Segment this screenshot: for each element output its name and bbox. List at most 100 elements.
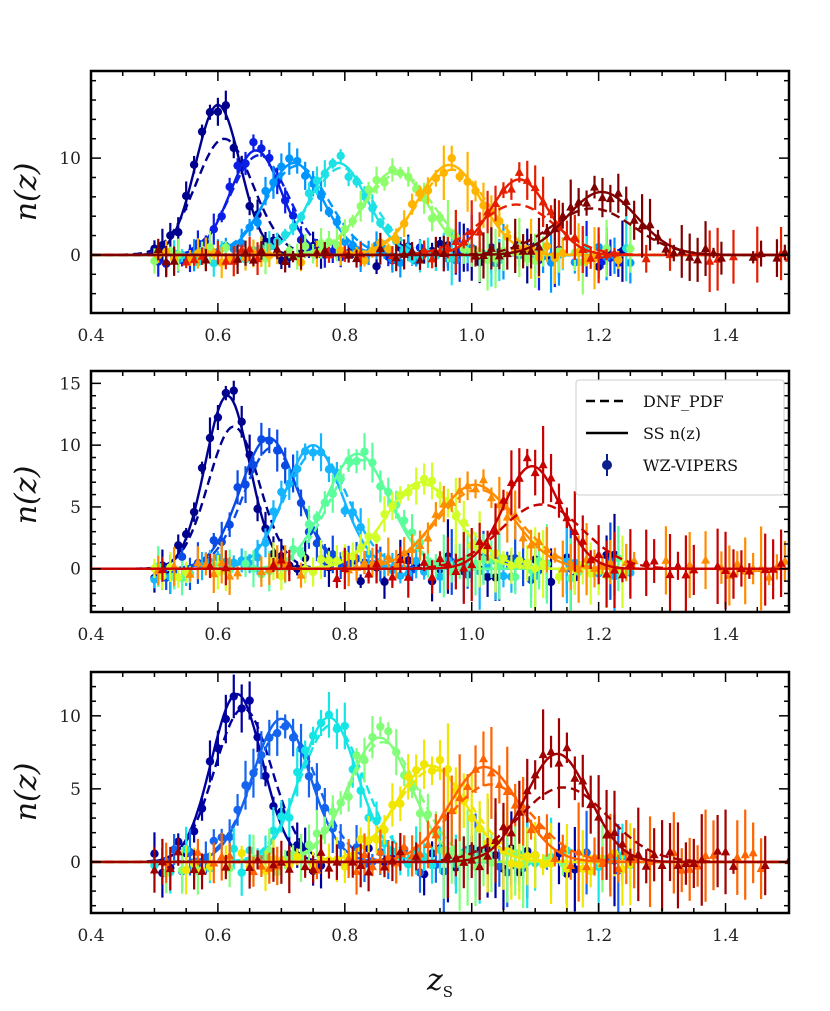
data-point bbox=[352, 751, 361, 760]
data-point bbox=[602, 829, 612, 839]
x-tick-label: 1.0 bbox=[458, 926, 485, 946]
data-point bbox=[149, 864, 159, 874]
data-point bbox=[169, 256, 179, 265]
data-point bbox=[530, 769, 540, 779]
x-tick-label: 1.4 bbox=[712, 926, 739, 946]
data-point bbox=[284, 864, 294, 873]
data-point bbox=[510, 800, 520, 809]
data-point bbox=[594, 549, 604, 559]
data-point bbox=[530, 850, 540, 860]
data-point bbox=[614, 255, 623, 265]
data-point bbox=[181, 865, 191, 875]
data-point bbox=[514, 167, 524, 176]
data-point bbox=[201, 255, 211, 264]
ylabel-top: n(z) bbox=[9, 163, 44, 222]
data-point bbox=[237, 868, 246, 877]
data-point bbox=[542, 225, 552, 235]
x-tick-label: 1.0 bbox=[458, 326, 485, 346]
data-point bbox=[285, 813, 294, 822]
data-point bbox=[502, 786, 512, 795]
data-point bbox=[356, 835, 365, 844]
data-point bbox=[558, 563, 568, 573]
data-point bbox=[626, 244, 635, 253]
data-point bbox=[483, 540, 493, 550]
data-point bbox=[475, 536, 485, 546]
y-tick-label: 10 bbox=[59, 707, 81, 727]
data-point bbox=[233, 254, 243, 263]
data-point bbox=[475, 861, 485, 871]
xlabel-main: z bbox=[426, 963, 443, 998]
data-point bbox=[772, 253, 782, 262]
data-point bbox=[364, 569, 374, 578]
data-point bbox=[396, 799, 405, 808]
y-tick-label: 15 bbox=[59, 374, 81, 394]
data-point bbox=[518, 532, 528, 542]
data-point bbox=[391, 559, 401, 568]
data-point bbox=[249, 460, 258, 470]
data-point bbox=[384, 727, 393, 736]
data-point bbox=[649, 556, 659, 565]
data-point bbox=[760, 860, 770, 870]
data-point bbox=[582, 198, 592, 207]
data-point bbox=[764, 572, 774, 581]
y-tick-label: 5 bbox=[70, 498, 81, 518]
data-point bbox=[360, 447, 369, 456]
data-point bbox=[324, 863, 334, 872]
data-point bbox=[467, 559, 477, 569]
panel-1: 0.4 0.6 0.8 1.0 1.2 1.4 0 10 bbox=[59, 69, 791, 346]
data-point bbox=[403, 572, 413, 581]
data-point bbox=[665, 569, 675, 579]
data-point bbox=[721, 846, 731, 856]
data-point bbox=[384, 244, 393, 254]
data-point bbox=[546, 746, 556, 756]
data-point bbox=[740, 849, 750, 859]
data-point bbox=[387, 571, 397, 581]
data-point bbox=[372, 262, 381, 271]
x-tick-label: 0.4 bbox=[77, 625, 104, 645]
data-point bbox=[375, 243, 385, 253]
data-point bbox=[285, 154, 294, 163]
data-point bbox=[395, 846, 405, 856]
x-tick-label: 1.0 bbox=[458, 625, 485, 645]
data-point bbox=[562, 512, 572, 522]
data-point bbox=[300, 861, 310, 871]
data-point bbox=[701, 243, 711, 253]
data-point bbox=[205, 560, 215, 570]
data-point bbox=[316, 847, 326, 856]
data-point bbox=[411, 851, 421, 860]
data-point bbox=[193, 557, 203, 567]
legend-label-dnf: DNF_PDF bbox=[643, 392, 724, 411]
data-point bbox=[455, 172, 464, 181]
x-tick-label: 1.2 bbox=[585, 926, 612, 946]
data-point bbox=[352, 866, 362, 875]
data-point bbox=[542, 830, 552, 840]
data-point bbox=[641, 253, 651, 263]
data-point bbox=[542, 241, 552, 251]
data-point bbox=[256, 566, 266, 576]
data-point bbox=[502, 512, 512, 521]
data-point bbox=[685, 252, 695, 261]
data-point bbox=[586, 253, 596, 262]
data-point bbox=[364, 866, 374, 876]
data-point bbox=[185, 569, 195, 578]
data-point bbox=[538, 459, 548, 469]
x-tick-label: 0.4 bbox=[77, 326, 104, 346]
data-point bbox=[229, 386, 238, 395]
data-point bbox=[447, 154, 456, 163]
data-point bbox=[359, 849, 369, 858]
x-tick-label: 0.6 bbox=[204, 326, 231, 346]
data-point bbox=[415, 254, 425, 264]
data-point bbox=[293, 852, 302, 862]
data-point bbox=[161, 256, 171, 266]
data-point bbox=[605, 850, 615, 859]
data-point bbox=[300, 242, 310, 251]
data-point bbox=[174, 573, 183, 582]
data-point bbox=[506, 184, 516, 193]
data-point bbox=[677, 865, 687, 874]
data-point bbox=[610, 565, 619, 574]
data-point bbox=[669, 248, 679, 257]
data-point bbox=[356, 576, 365, 586]
data-point bbox=[280, 256, 290, 266]
data-point bbox=[265, 846, 274, 856]
